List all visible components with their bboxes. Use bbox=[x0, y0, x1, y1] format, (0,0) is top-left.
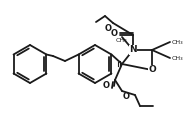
Text: O: O bbox=[148, 65, 156, 74]
Text: CH₃: CH₃ bbox=[172, 55, 184, 60]
Text: N: N bbox=[129, 46, 137, 55]
Text: O: O bbox=[123, 92, 130, 101]
Text: CH₃: CH₃ bbox=[115, 38, 127, 43]
Text: O: O bbox=[111, 29, 118, 39]
Text: CH₃: CH₃ bbox=[172, 39, 184, 44]
Text: O: O bbox=[105, 24, 112, 33]
Text: O: O bbox=[103, 81, 110, 89]
